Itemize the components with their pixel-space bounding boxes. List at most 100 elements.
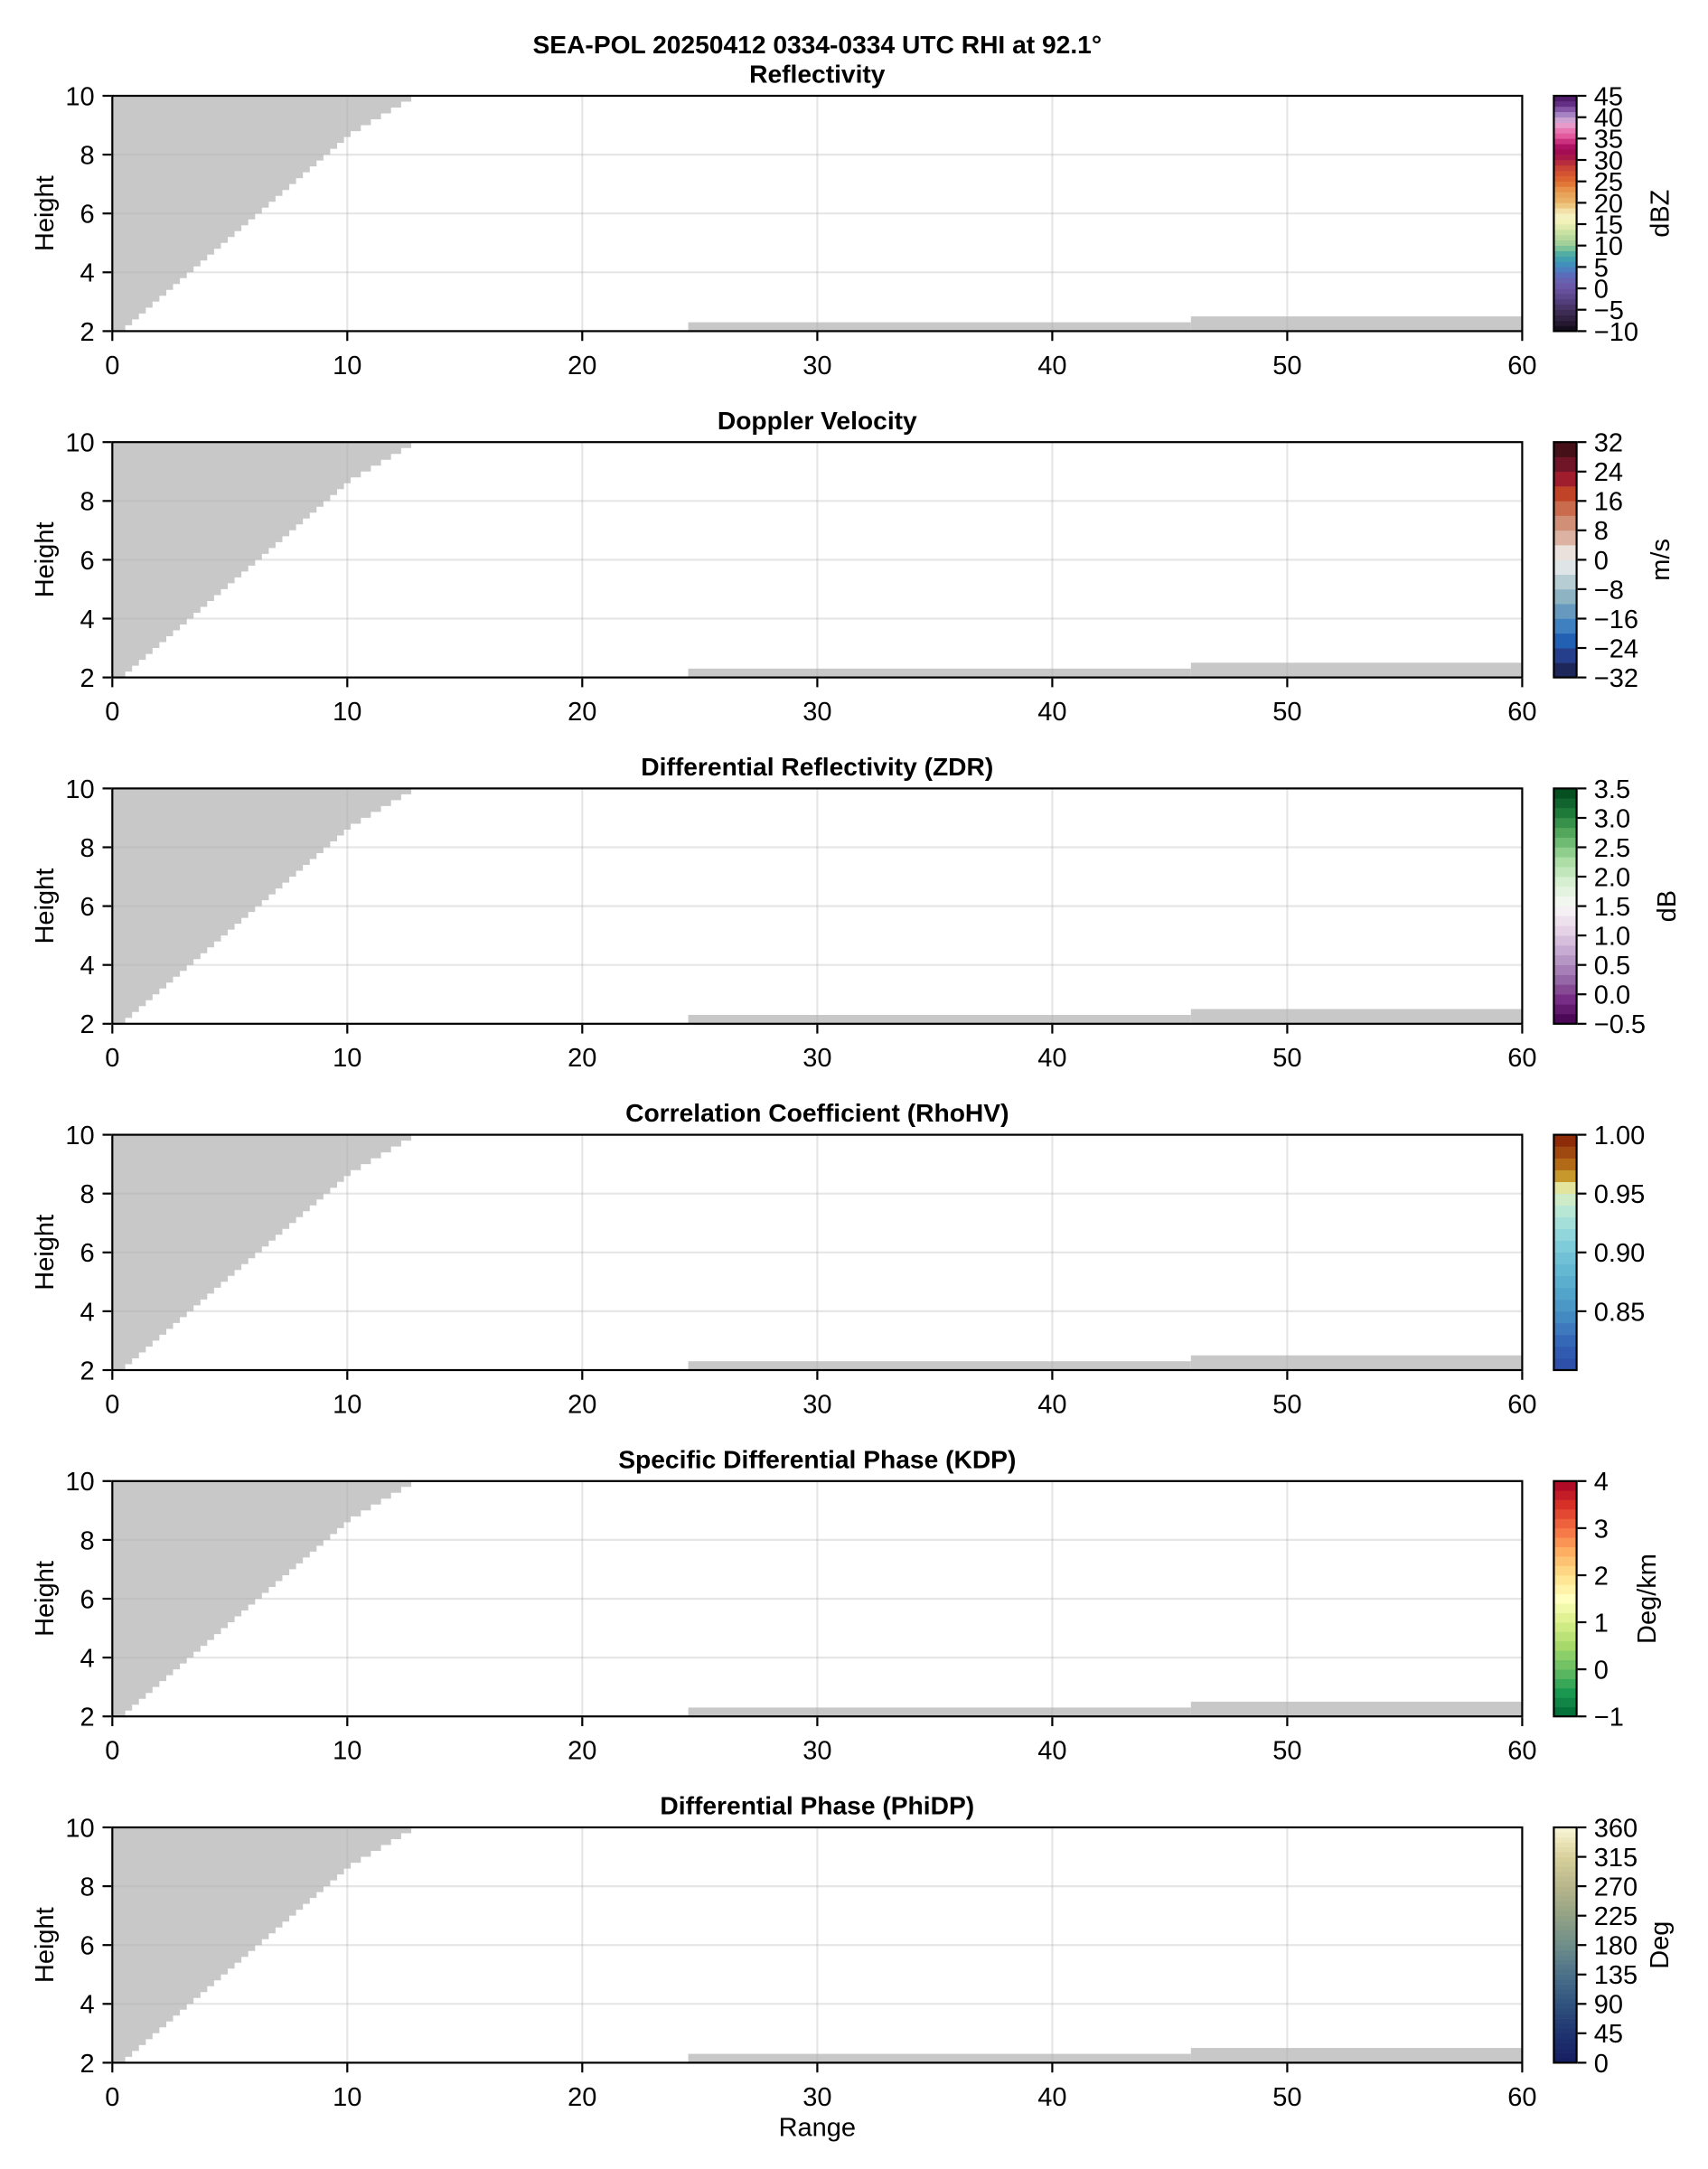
svg-text:10: 10: [65, 1122, 94, 1150]
svg-text:4: 4: [80, 1298, 94, 1327]
svg-text:1: 1: [1594, 1609, 1609, 1638]
svg-text:Height: Height: [31, 521, 60, 597]
svg-text:0.85: 0.85: [1594, 1298, 1645, 1327]
svg-text:4: 4: [80, 259, 94, 288]
svg-text:270: 270: [1594, 1873, 1638, 1902]
svg-text:0: 0: [105, 1390, 119, 1419]
svg-text:dBZ: dBZ: [1647, 190, 1675, 238]
svg-text:8: 8: [80, 488, 94, 517]
svg-text:0: 0: [105, 2083, 119, 2112]
svg-text:8: 8: [80, 142, 94, 171]
svg-text:4: 4: [1594, 1468, 1609, 1497]
svg-text:Deg/km: Deg/km: [1633, 1554, 1662, 1644]
svg-text:2: 2: [80, 2050, 94, 2079]
svg-text:8: 8: [80, 834, 94, 863]
svg-text:−5: −5: [1594, 296, 1624, 325]
svg-text:20: 20: [568, 1044, 596, 1073]
svg-text:1.00: 1.00: [1594, 1122, 1645, 1150]
svg-text:10: 10: [65, 429, 94, 458]
svg-text:10: 10: [1594, 232, 1623, 261]
svg-text:Height: Height: [31, 1215, 60, 1291]
svg-text:Correlation Coefficient (RhoHV: Correlation Coefficient (RhoHV): [625, 1098, 1009, 1127]
svg-text:20: 20: [568, 698, 596, 727]
svg-text:1.0: 1.0: [1594, 923, 1630, 952]
svg-text:4: 4: [80, 1645, 94, 1674]
svg-text:4: 4: [80, 606, 94, 634]
svg-text:2.5: 2.5: [1594, 834, 1630, 863]
svg-text:−10: −10: [1594, 318, 1638, 347]
svg-text:40: 40: [1037, 1044, 1066, 1073]
svg-text:30: 30: [802, 2083, 831, 2112]
svg-text:20: 20: [568, 352, 596, 380]
svg-text:0: 0: [1594, 1657, 1609, 1685]
svg-text:50: 50: [1272, 1390, 1301, 1419]
svg-text:Height: Height: [31, 175, 60, 251]
svg-text:8: 8: [80, 1180, 94, 1209]
svg-text:−8: −8: [1594, 576, 1624, 605]
svg-text:10: 10: [65, 775, 94, 804]
svg-text:6: 6: [80, 547, 94, 576]
svg-text:8: 8: [80, 1526, 94, 1555]
svg-text:Differential Phase (PhiDP): Differential Phase (PhiDP): [660, 1791, 974, 1820]
svg-text:10: 10: [333, 352, 361, 380]
svg-text:40: 40: [1037, 1390, 1066, 1419]
svg-text:30: 30: [802, 1737, 831, 1766]
svg-text:10: 10: [333, 698, 361, 727]
svg-text:2: 2: [80, 318, 94, 347]
svg-text:40: 40: [1037, 352, 1066, 380]
svg-text:dB: dB: [1653, 890, 1682, 922]
svg-text:Reflectivity: Reflectivity: [749, 60, 886, 89]
svg-text:10: 10: [333, 2083, 361, 2112]
svg-text:8: 8: [80, 1873, 94, 1902]
svg-text:5: 5: [1594, 254, 1609, 283]
svg-text:60: 60: [1507, 2083, 1536, 2112]
svg-text:0: 0: [1594, 547, 1609, 576]
svg-text:32: 32: [1594, 429, 1623, 458]
svg-text:50: 50: [1272, 698, 1301, 727]
svg-text:24: 24: [1594, 458, 1623, 487]
svg-text:10: 10: [65, 1814, 94, 1843]
svg-text:Specific Differential Phase (K: Specific Differential Phase (KDP): [618, 1444, 1016, 1473]
svg-text:50: 50: [1272, 352, 1301, 380]
svg-text:225: 225: [1594, 1902, 1638, 1931]
svg-text:Doppler Velocity: Doppler Velocity: [718, 406, 917, 435]
svg-text:2: 2: [80, 1704, 94, 1732]
svg-text:10: 10: [333, 1737, 361, 1766]
svg-text:60: 60: [1507, 1044, 1536, 1073]
svg-text:30: 30: [802, 698, 831, 727]
svg-text:0: 0: [105, 1044, 119, 1073]
svg-text:0.95: 0.95: [1594, 1180, 1645, 1209]
svg-text:10: 10: [333, 1044, 361, 1073]
svg-text:−32: −32: [1594, 664, 1638, 693]
svg-text:30: 30: [802, 1044, 831, 1073]
svg-text:10: 10: [65, 82, 94, 111]
svg-text:135: 135: [1594, 1961, 1638, 1990]
svg-text:−1: −1: [1594, 1704, 1624, 1732]
svg-text:4: 4: [80, 952, 94, 981]
svg-text:0: 0: [1594, 2050, 1609, 2079]
svg-text:2: 2: [1594, 1562, 1609, 1591]
svg-text:180: 180: [1594, 1932, 1638, 1961]
svg-text:40: 40: [1037, 698, 1066, 727]
svg-text:25: 25: [1594, 168, 1623, 197]
svg-text:45: 45: [1594, 82, 1623, 111]
svg-text:0.5: 0.5: [1594, 952, 1630, 981]
svg-text:0: 0: [105, 1737, 119, 1766]
svg-text:40: 40: [1594, 104, 1623, 133]
svg-text:10: 10: [333, 1390, 361, 1419]
svg-text:35: 35: [1594, 126, 1623, 155]
svg-text:0: 0: [105, 698, 119, 727]
svg-text:16: 16: [1594, 488, 1623, 517]
svg-text:2: 2: [80, 664, 94, 693]
svg-text:60: 60: [1507, 698, 1536, 727]
svg-text:20: 20: [568, 1390, 596, 1419]
svg-text:30: 30: [802, 1390, 831, 1419]
svg-text:50: 50: [1272, 1737, 1301, 1766]
svg-text:Range: Range: [779, 2114, 856, 2143]
svg-text:Deg: Deg: [1646, 1921, 1675, 1969]
svg-text:Height: Height: [31, 1561, 60, 1637]
svg-text:20: 20: [568, 2083, 596, 2112]
svg-text:0.90: 0.90: [1594, 1239, 1645, 1268]
svg-text:45: 45: [1594, 2020, 1623, 2049]
svg-text:40: 40: [1037, 2083, 1066, 2112]
